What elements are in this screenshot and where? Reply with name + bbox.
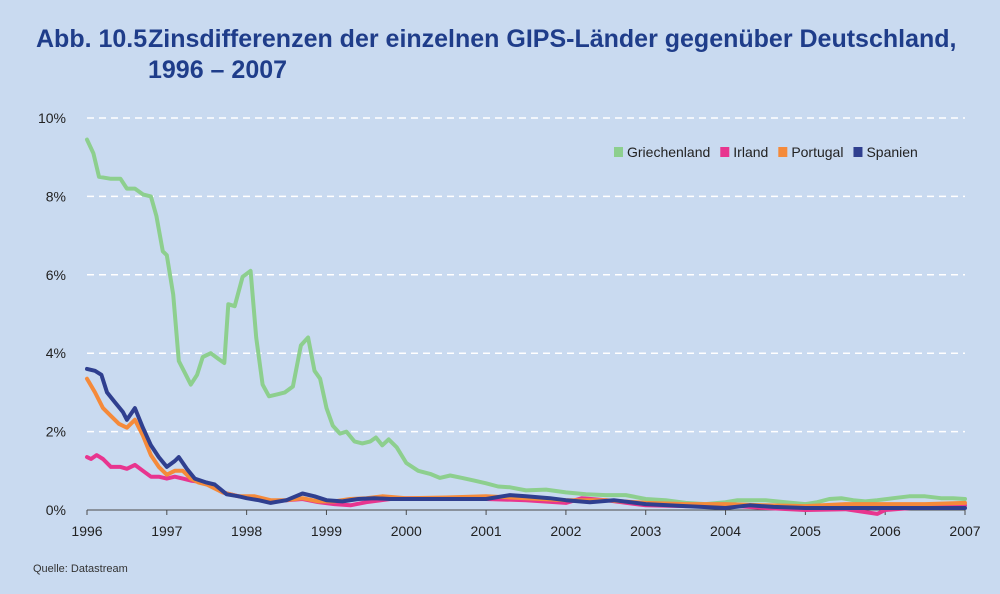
title-years: 1996 – 2007 <box>148 56 288 84</box>
x-tick-label: 1998 <box>231 523 262 539</box>
x-tick-label: 1997 <box>151 523 182 539</box>
legend-label-portugal: Portugal <box>791 144 843 160</box>
y-tick-label: 10% <box>38 110 66 126</box>
x-tick-label: 2001 <box>471 523 502 539</box>
figure-number: Abb. 10.5 <box>36 25 148 53</box>
title-text: Zinsdifferenzen der einzelnen GIPS-Lände… <box>148 25 957 53</box>
x-tick-label: 1996 <box>71 523 102 539</box>
y-tick-label: 8% <box>46 188 66 204</box>
y-tick-label: 4% <box>46 345 66 361</box>
series-line-portugal <box>85 376 967 509</box>
legend-label-griechenland: Griechenland <box>627 144 710 160</box>
y-tick-label: 6% <box>46 267 66 283</box>
legend-swatch-griechenland <box>614 147 623 157</box>
x-tick-label: 2003 <box>630 523 661 539</box>
legend-swatch-irland <box>720 147 730 157</box>
source-note: Quelle: Datastream <box>33 563 128 575</box>
legend-swatch-spanien <box>853 147 863 157</box>
x-tick-label: 1999 <box>311 523 342 539</box>
y-tick-label: 0% <box>46 502 66 518</box>
legend-swatch-portugal <box>778 147 788 157</box>
legend-label-spanien: Spanien <box>866 144 917 160</box>
series-line-spanien <box>85 366 967 510</box>
x-tick-label: 2005 <box>790 523 821 539</box>
y-tick-label: 2% <box>46 424 66 440</box>
x-tick-label: 2002 <box>550 523 581 539</box>
x-tick-label: 2006 <box>870 523 901 539</box>
series-line-griechenland <box>85 137 967 507</box>
x-tick-label: 2000 <box>391 523 422 539</box>
chart-title: Abb. 10.5Zinsdifferenzen der einzelnen G… <box>36 24 966 86</box>
x-tick-label: 2004 <box>710 523 741 539</box>
x-tick-label: 2007 <box>949 523 980 539</box>
legend-label-irland: Irland <box>733 144 768 160</box>
